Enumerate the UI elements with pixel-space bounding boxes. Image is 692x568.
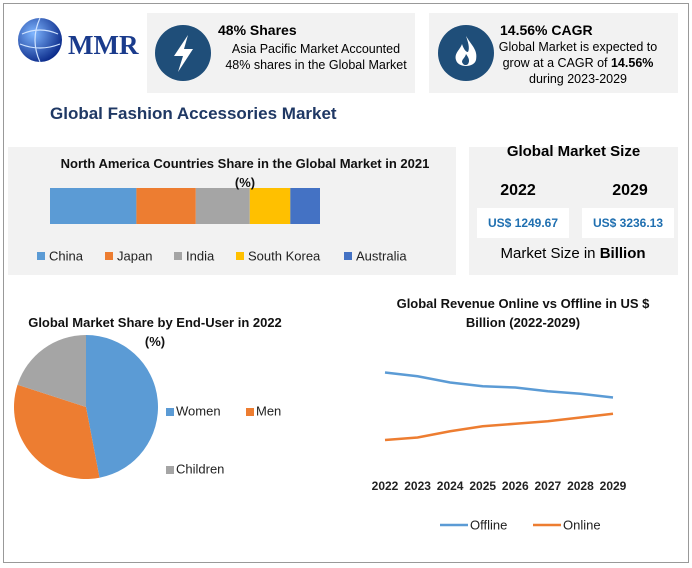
value-box xyxy=(582,208,674,238)
x-tick-label: 2028 xyxy=(567,479,594,493)
legend-label: Japan xyxy=(117,248,152,263)
legend-swatch xyxy=(105,252,113,260)
size-note-text: Market Size in xyxy=(500,245,600,262)
flame-core xyxy=(462,54,470,66)
flame-icon xyxy=(455,36,477,66)
legend-swatch xyxy=(246,408,254,416)
x-tick-label: 2022 xyxy=(372,479,399,493)
stat-title: 14.56% CAGR xyxy=(500,22,593,38)
pie-slice xyxy=(14,384,100,479)
legend-swatch xyxy=(166,408,174,416)
legend-swatch xyxy=(37,252,45,260)
frame xyxy=(3,3,689,563)
size-note-bold: Billion xyxy=(599,245,646,262)
bar-segment xyxy=(136,188,196,224)
legend-label: Offline xyxy=(470,517,507,532)
pie-slice xyxy=(86,335,159,478)
logo-text: MMR xyxy=(68,30,139,60)
size-note: Market Size in Billion xyxy=(453,245,692,262)
size-year: 2029 xyxy=(612,182,648,199)
line-series xyxy=(384,412,614,442)
bar-segment xyxy=(249,188,291,224)
stat-text: Asia Pacific Market Accounted 48% shares… xyxy=(225,42,407,72)
x-tick-label: 2023 xyxy=(404,479,431,493)
legend-label: South Korea xyxy=(248,248,321,263)
bar-segment xyxy=(195,188,250,224)
legend-label: Women xyxy=(176,403,221,418)
legend-swatch xyxy=(174,252,182,260)
chart-title: Global Market Share by End-User in 2022 … xyxy=(28,315,282,349)
legend-swatch xyxy=(236,252,244,260)
chart-title: Global Revenue Online vs Offline in US $… xyxy=(396,296,650,330)
stat-text-part: Global Market is expected to grow at a C… xyxy=(498,40,658,70)
stat-title: 48% Shares xyxy=(218,22,297,38)
legend-swatch xyxy=(166,466,174,474)
size-year: 2022 xyxy=(500,182,536,199)
x-tick-label: 2024 xyxy=(437,479,464,493)
legend-label: Children xyxy=(176,461,224,476)
size-value: US$ 1249.67 xyxy=(487,216,559,230)
chart-title: North America Countries Share in the Glo… xyxy=(60,156,430,190)
bolt-icon xyxy=(174,35,193,72)
bar-segment xyxy=(290,188,320,224)
stat-text: Global Market is expected to grow at a C… xyxy=(492,39,664,87)
legend-label: Australia xyxy=(356,248,407,263)
stat-text-bold: 14.56% xyxy=(610,56,654,70)
legend-label: India xyxy=(186,248,215,263)
size-title: Global Market Size xyxy=(506,143,641,160)
legend-label: China xyxy=(49,248,84,263)
page-title: Global Fashion Accessories Market xyxy=(50,104,337,123)
size-value: US$ 3236.13 xyxy=(592,216,664,230)
x-tick-label: 2025 xyxy=(469,479,496,493)
value-box xyxy=(477,208,569,238)
line-series xyxy=(384,371,614,399)
x-tick-label: 2026 xyxy=(502,479,529,493)
legend-label: Online xyxy=(563,517,601,532)
logo-globe xyxy=(18,18,62,62)
legend-label: Men xyxy=(256,403,281,418)
pie-slice xyxy=(17,335,86,407)
logo-lines xyxy=(19,17,61,63)
x-tick-label: 2027 xyxy=(535,479,562,493)
bar-segment xyxy=(50,188,137,224)
x-tick-label: 2029 xyxy=(600,479,627,493)
legend-swatch xyxy=(344,252,352,260)
stat-text-part: during 2023-2029 xyxy=(529,72,627,86)
